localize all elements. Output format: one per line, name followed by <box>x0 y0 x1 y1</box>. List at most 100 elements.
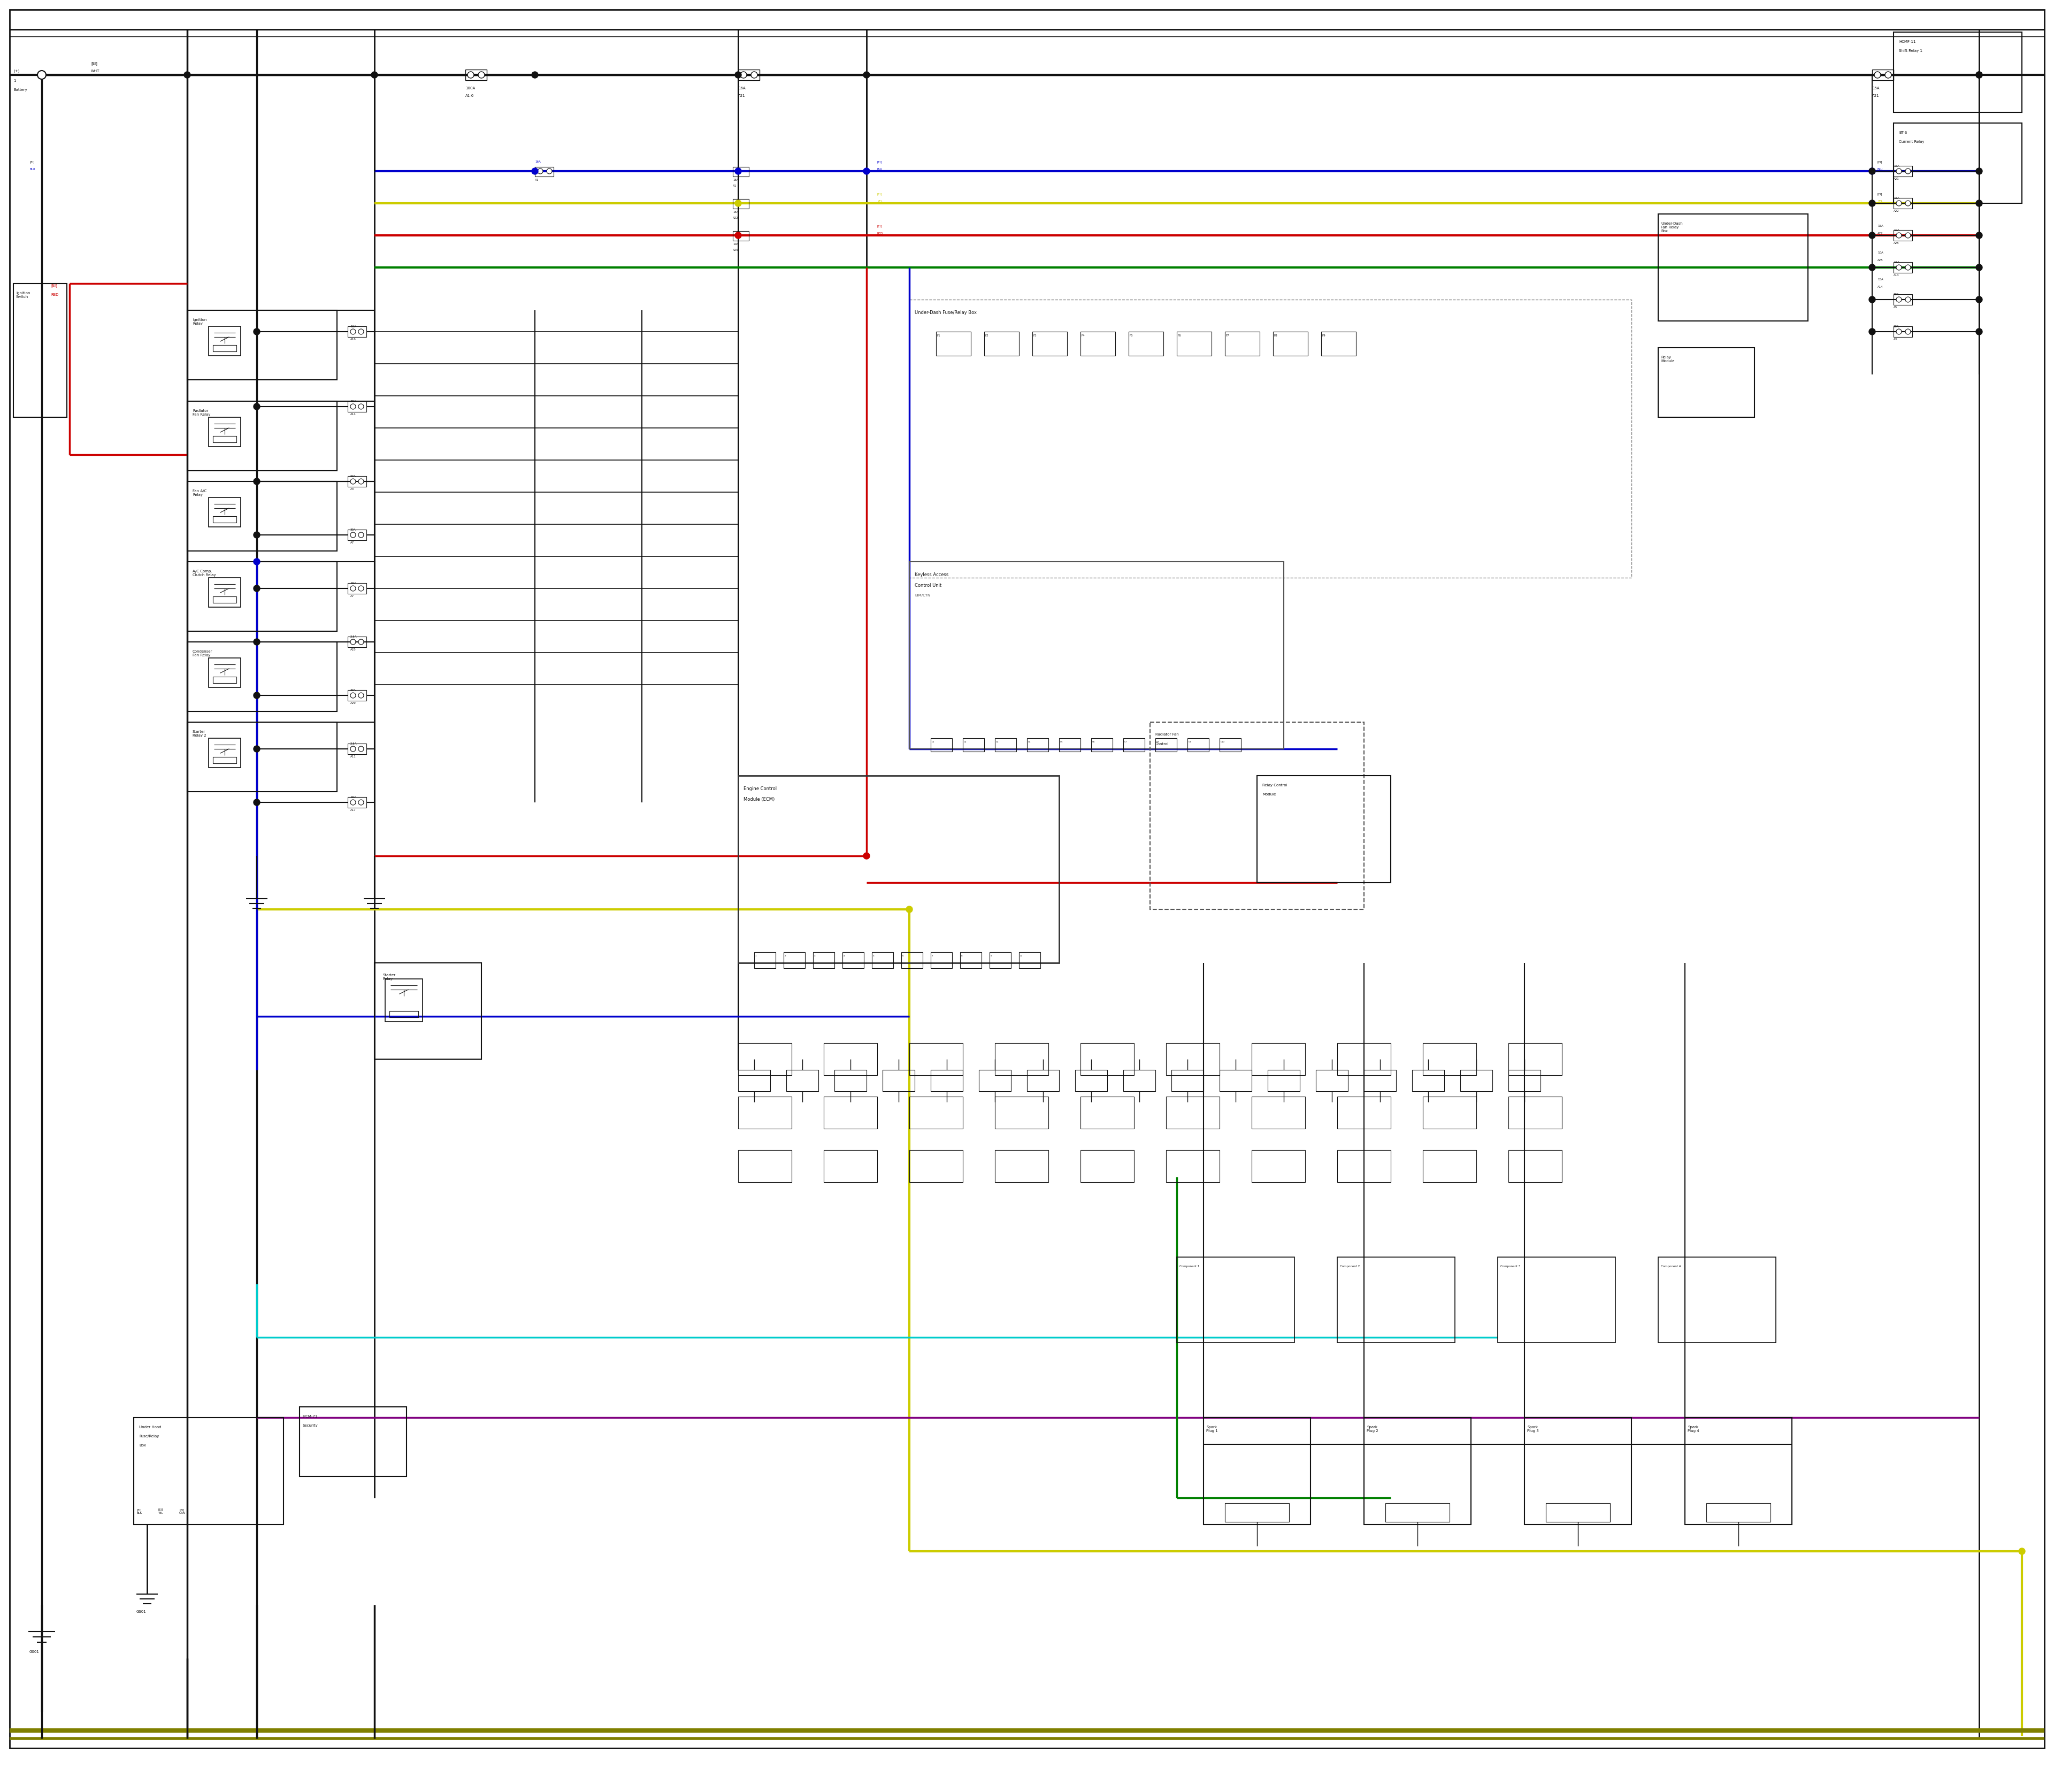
Text: [EI]: [EI] <box>90 61 97 65</box>
Bar <box>1684 1417 1791 1525</box>
Bar <box>1317 1070 1347 1091</box>
Bar <box>210 658 240 688</box>
Circle shape <box>1869 263 1875 271</box>
Text: F2: F2 <box>986 335 988 337</box>
Circle shape <box>1976 72 1982 79</box>
Circle shape <box>185 72 191 79</box>
Bar <box>390 1011 419 1018</box>
Bar <box>300 1407 407 1477</box>
Text: C8: C8 <box>1156 740 1158 744</box>
Circle shape <box>546 168 553 174</box>
Text: 1: 1 <box>14 79 16 82</box>
Bar <box>1220 738 1241 751</box>
Bar <box>1337 1256 1454 1342</box>
Circle shape <box>37 70 45 79</box>
Bar <box>1267 1070 1300 1091</box>
Bar <box>1337 1097 1391 1129</box>
Text: Radiator Fan: Radiator Fan <box>1154 733 1179 737</box>
Circle shape <box>739 72 748 79</box>
Bar <box>1508 1150 1561 1183</box>
Circle shape <box>357 330 364 335</box>
Text: Component 1: Component 1 <box>1179 1265 1200 1267</box>
Bar <box>1027 1070 1060 1091</box>
Text: C4: C4 <box>1029 740 1031 744</box>
Bar <box>733 231 750 240</box>
Text: F3: F3 <box>1033 335 1037 337</box>
Text: A22: A22 <box>1877 233 1884 235</box>
Text: 15A: 15A <box>351 400 355 403</box>
Text: Under Hood: Under Hood <box>140 1426 162 1428</box>
Text: [EI]: [EI] <box>877 161 883 163</box>
Bar <box>842 952 865 968</box>
Circle shape <box>1886 72 1892 79</box>
Text: HCMF-11: HCMF-11 <box>1898 39 1916 43</box>
Circle shape <box>1896 265 1902 271</box>
Bar <box>347 530 366 539</box>
Bar <box>1150 722 1364 909</box>
Text: A3: A3 <box>351 487 353 491</box>
Circle shape <box>1976 233 1982 238</box>
Bar <box>994 1097 1048 1129</box>
Bar <box>963 738 984 751</box>
Circle shape <box>863 72 869 79</box>
Bar <box>1894 294 1912 305</box>
Bar <box>347 636 366 647</box>
Bar <box>534 167 555 177</box>
Text: [EI]: [EI] <box>877 224 883 228</box>
Bar <box>214 597 236 602</box>
Circle shape <box>253 586 261 591</box>
Text: Fan A/C
Relay: Fan A/C Relay <box>193 489 207 496</box>
Bar <box>1508 1043 1561 1075</box>
Bar <box>785 952 805 968</box>
Bar <box>187 561 337 631</box>
Bar <box>1894 167 1912 177</box>
Text: Radiator
Fan Relay: Radiator Fan Relay <box>193 409 210 416</box>
Circle shape <box>357 640 364 645</box>
Circle shape <box>351 694 355 699</box>
Circle shape <box>253 638 261 645</box>
Bar <box>1894 197 1912 208</box>
Text: A14: A14 <box>1894 274 1900 276</box>
Text: F7: F7 <box>1226 335 1230 337</box>
Text: [EI]: [EI] <box>29 161 35 163</box>
Bar <box>930 952 953 968</box>
Text: 100A: 100A <box>466 86 474 90</box>
Circle shape <box>253 532 261 538</box>
Text: [EI]
BLK: [EI] BLK <box>136 1509 142 1514</box>
Text: Starter
Relay: Starter Relay <box>382 973 394 980</box>
Circle shape <box>863 168 869 174</box>
Bar <box>1321 332 1356 357</box>
Text: Component 3: Component 3 <box>1499 1265 1520 1267</box>
Bar <box>1224 1503 1290 1521</box>
Text: Spark
Plug 1: Spark Plug 1 <box>1206 1426 1218 1432</box>
Bar <box>737 776 1060 962</box>
Text: 16A: 16A <box>733 179 739 181</box>
Circle shape <box>1976 328 1982 335</box>
Bar <box>1167 1097 1220 1129</box>
Circle shape <box>735 233 741 238</box>
Bar <box>187 482 337 550</box>
Text: GS01: GS01 <box>136 1611 146 1613</box>
Text: C2: C2 <box>963 740 967 744</box>
Circle shape <box>1869 233 1875 238</box>
Circle shape <box>538 168 542 174</box>
Bar <box>1251 1150 1304 1183</box>
Circle shape <box>863 853 869 858</box>
Circle shape <box>372 72 378 79</box>
Text: G001: G001 <box>29 1650 39 1654</box>
Text: A21: A21 <box>1894 177 1900 181</box>
Text: 2.5A: 2.5A <box>351 636 357 638</box>
Circle shape <box>1896 330 1902 335</box>
Bar <box>787 1070 817 1091</box>
Bar <box>347 797 366 808</box>
Bar <box>1871 70 1894 81</box>
Circle shape <box>351 799 355 805</box>
Text: A14: A14 <box>1877 285 1884 289</box>
Text: A29: A29 <box>733 249 739 251</box>
Text: 15A: 15A <box>351 796 355 799</box>
Bar <box>214 756 236 763</box>
Bar <box>1080 1150 1134 1183</box>
Text: 30A: 30A <box>351 529 355 530</box>
Text: 2.5A: 2.5A <box>351 742 357 745</box>
Bar <box>214 516 236 523</box>
